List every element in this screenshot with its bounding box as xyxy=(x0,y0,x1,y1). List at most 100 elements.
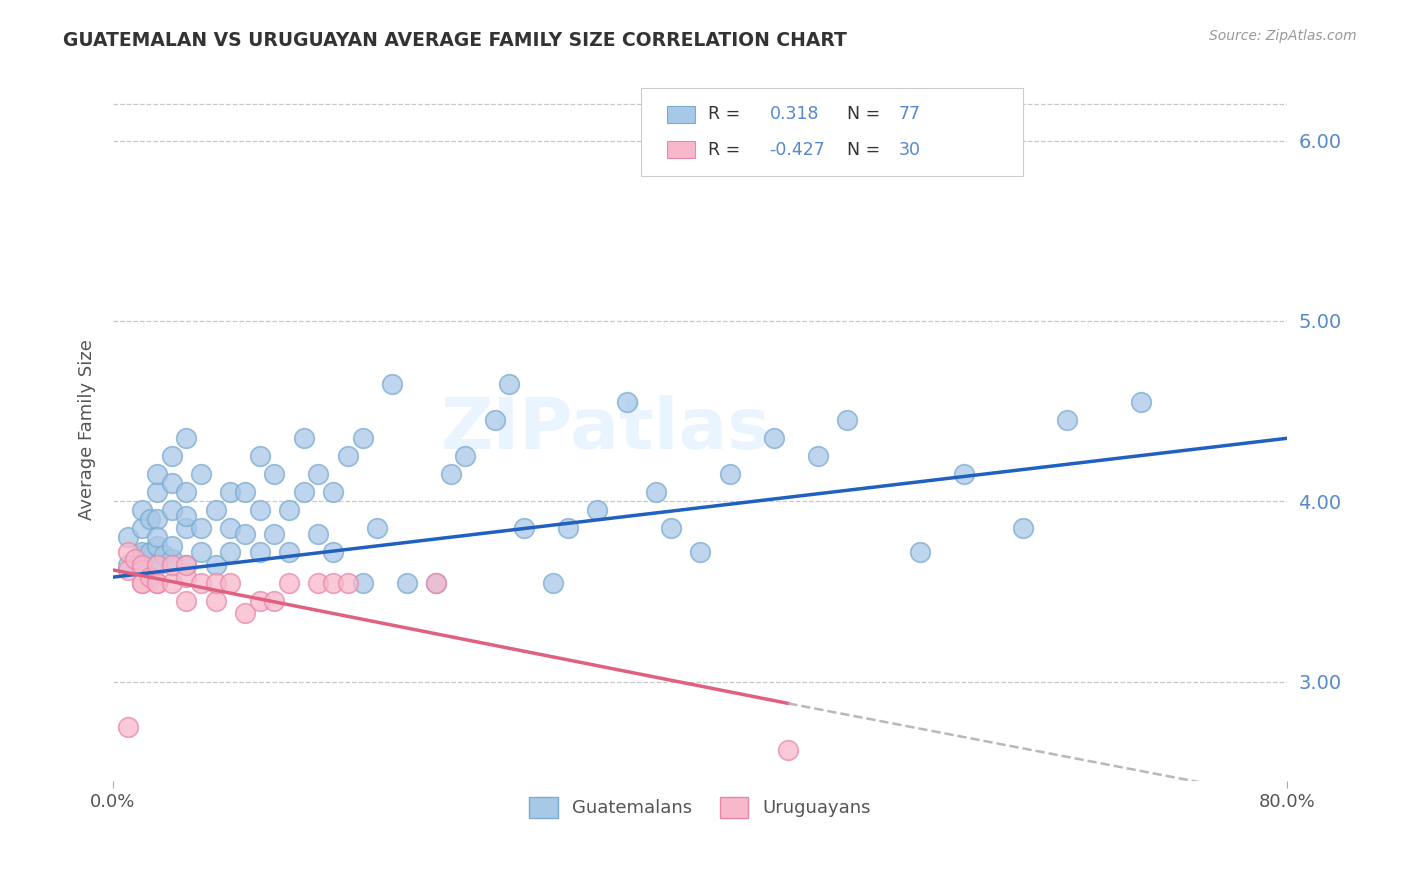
Point xyxy=(263,593,285,607)
Point xyxy=(146,467,169,482)
Point xyxy=(146,512,169,526)
Point xyxy=(498,377,520,392)
Point xyxy=(336,450,359,464)
Point xyxy=(146,531,169,545)
Point xyxy=(219,545,242,559)
Point xyxy=(439,467,461,482)
Point xyxy=(131,558,153,572)
Point xyxy=(292,485,315,500)
Point xyxy=(176,431,198,445)
Point xyxy=(117,545,139,559)
Point xyxy=(138,545,160,559)
Point xyxy=(190,575,212,590)
Point xyxy=(204,503,226,517)
Point xyxy=(308,467,330,482)
Point xyxy=(308,526,330,541)
Point xyxy=(953,467,976,482)
Point xyxy=(645,485,668,500)
Point xyxy=(176,485,198,500)
Point xyxy=(146,575,169,590)
Point xyxy=(352,575,374,590)
Point xyxy=(190,545,212,559)
Point xyxy=(176,593,198,607)
Point xyxy=(263,526,285,541)
Point xyxy=(807,450,830,464)
Point xyxy=(176,521,198,535)
Text: Source: ZipAtlas.com: Source: ZipAtlas.com xyxy=(1209,29,1357,43)
Point xyxy=(249,503,271,517)
Point xyxy=(160,476,183,491)
Y-axis label: Average Family Size: Average Family Size xyxy=(79,339,96,520)
Point xyxy=(249,545,271,559)
Point xyxy=(160,558,183,572)
Point xyxy=(117,531,139,545)
Text: -0.427: -0.427 xyxy=(769,141,825,159)
Point xyxy=(219,521,242,535)
Point xyxy=(249,593,271,607)
Point xyxy=(586,503,609,517)
Point xyxy=(233,606,256,620)
Point xyxy=(425,575,447,590)
Point xyxy=(146,558,169,572)
Point xyxy=(204,558,226,572)
Point xyxy=(124,552,146,566)
Point xyxy=(543,575,565,590)
Point xyxy=(616,395,638,409)
Point xyxy=(308,575,330,590)
Point xyxy=(131,521,153,535)
Point xyxy=(233,485,256,500)
Point xyxy=(160,540,183,554)
Point xyxy=(1056,413,1078,427)
Point xyxy=(1012,521,1035,535)
Point xyxy=(381,377,404,392)
Point xyxy=(117,558,139,572)
Point xyxy=(160,503,183,517)
Text: R =: R = xyxy=(709,105,747,123)
Point xyxy=(131,545,153,559)
Point xyxy=(117,563,139,577)
Point xyxy=(138,512,160,526)
Point xyxy=(395,575,418,590)
Point xyxy=(263,467,285,482)
Point xyxy=(659,521,682,535)
Text: GUATEMALAN VS URUGUAYAN AVERAGE FAMILY SIZE CORRELATION CHART: GUATEMALAN VS URUGUAYAN AVERAGE FAMILY S… xyxy=(63,31,848,50)
Point xyxy=(131,563,153,577)
Point xyxy=(160,552,183,566)
Text: 30: 30 xyxy=(898,141,921,159)
Point xyxy=(322,545,344,559)
Point xyxy=(146,575,169,590)
Point xyxy=(176,558,198,572)
Point xyxy=(233,526,256,541)
Point xyxy=(190,467,212,482)
Point xyxy=(352,431,374,445)
Legend: Guatemalans, Uruguayans: Guatemalans, Uruguayans xyxy=(522,789,879,825)
Point xyxy=(366,521,388,535)
Point xyxy=(204,593,226,607)
Point xyxy=(484,413,506,427)
Text: R =: R = xyxy=(709,141,747,159)
Point xyxy=(190,521,212,535)
Point xyxy=(176,570,198,584)
Point xyxy=(718,467,741,482)
Point xyxy=(204,575,226,590)
Point xyxy=(278,575,301,590)
Point xyxy=(131,575,153,590)
Point xyxy=(278,503,301,517)
Point xyxy=(117,720,139,734)
FancyBboxPatch shape xyxy=(668,106,696,122)
Point xyxy=(131,575,153,590)
Point xyxy=(454,450,477,464)
Point xyxy=(131,558,153,572)
Point xyxy=(160,450,183,464)
Point xyxy=(219,485,242,500)
FancyBboxPatch shape xyxy=(641,88,1024,176)
Point xyxy=(131,503,153,517)
Point xyxy=(910,545,932,559)
Point xyxy=(835,413,858,427)
Point xyxy=(425,575,447,590)
Point xyxy=(762,431,785,445)
Point xyxy=(322,485,344,500)
Point xyxy=(292,431,315,445)
Point xyxy=(219,575,242,590)
Point xyxy=(160,575,183,590)
